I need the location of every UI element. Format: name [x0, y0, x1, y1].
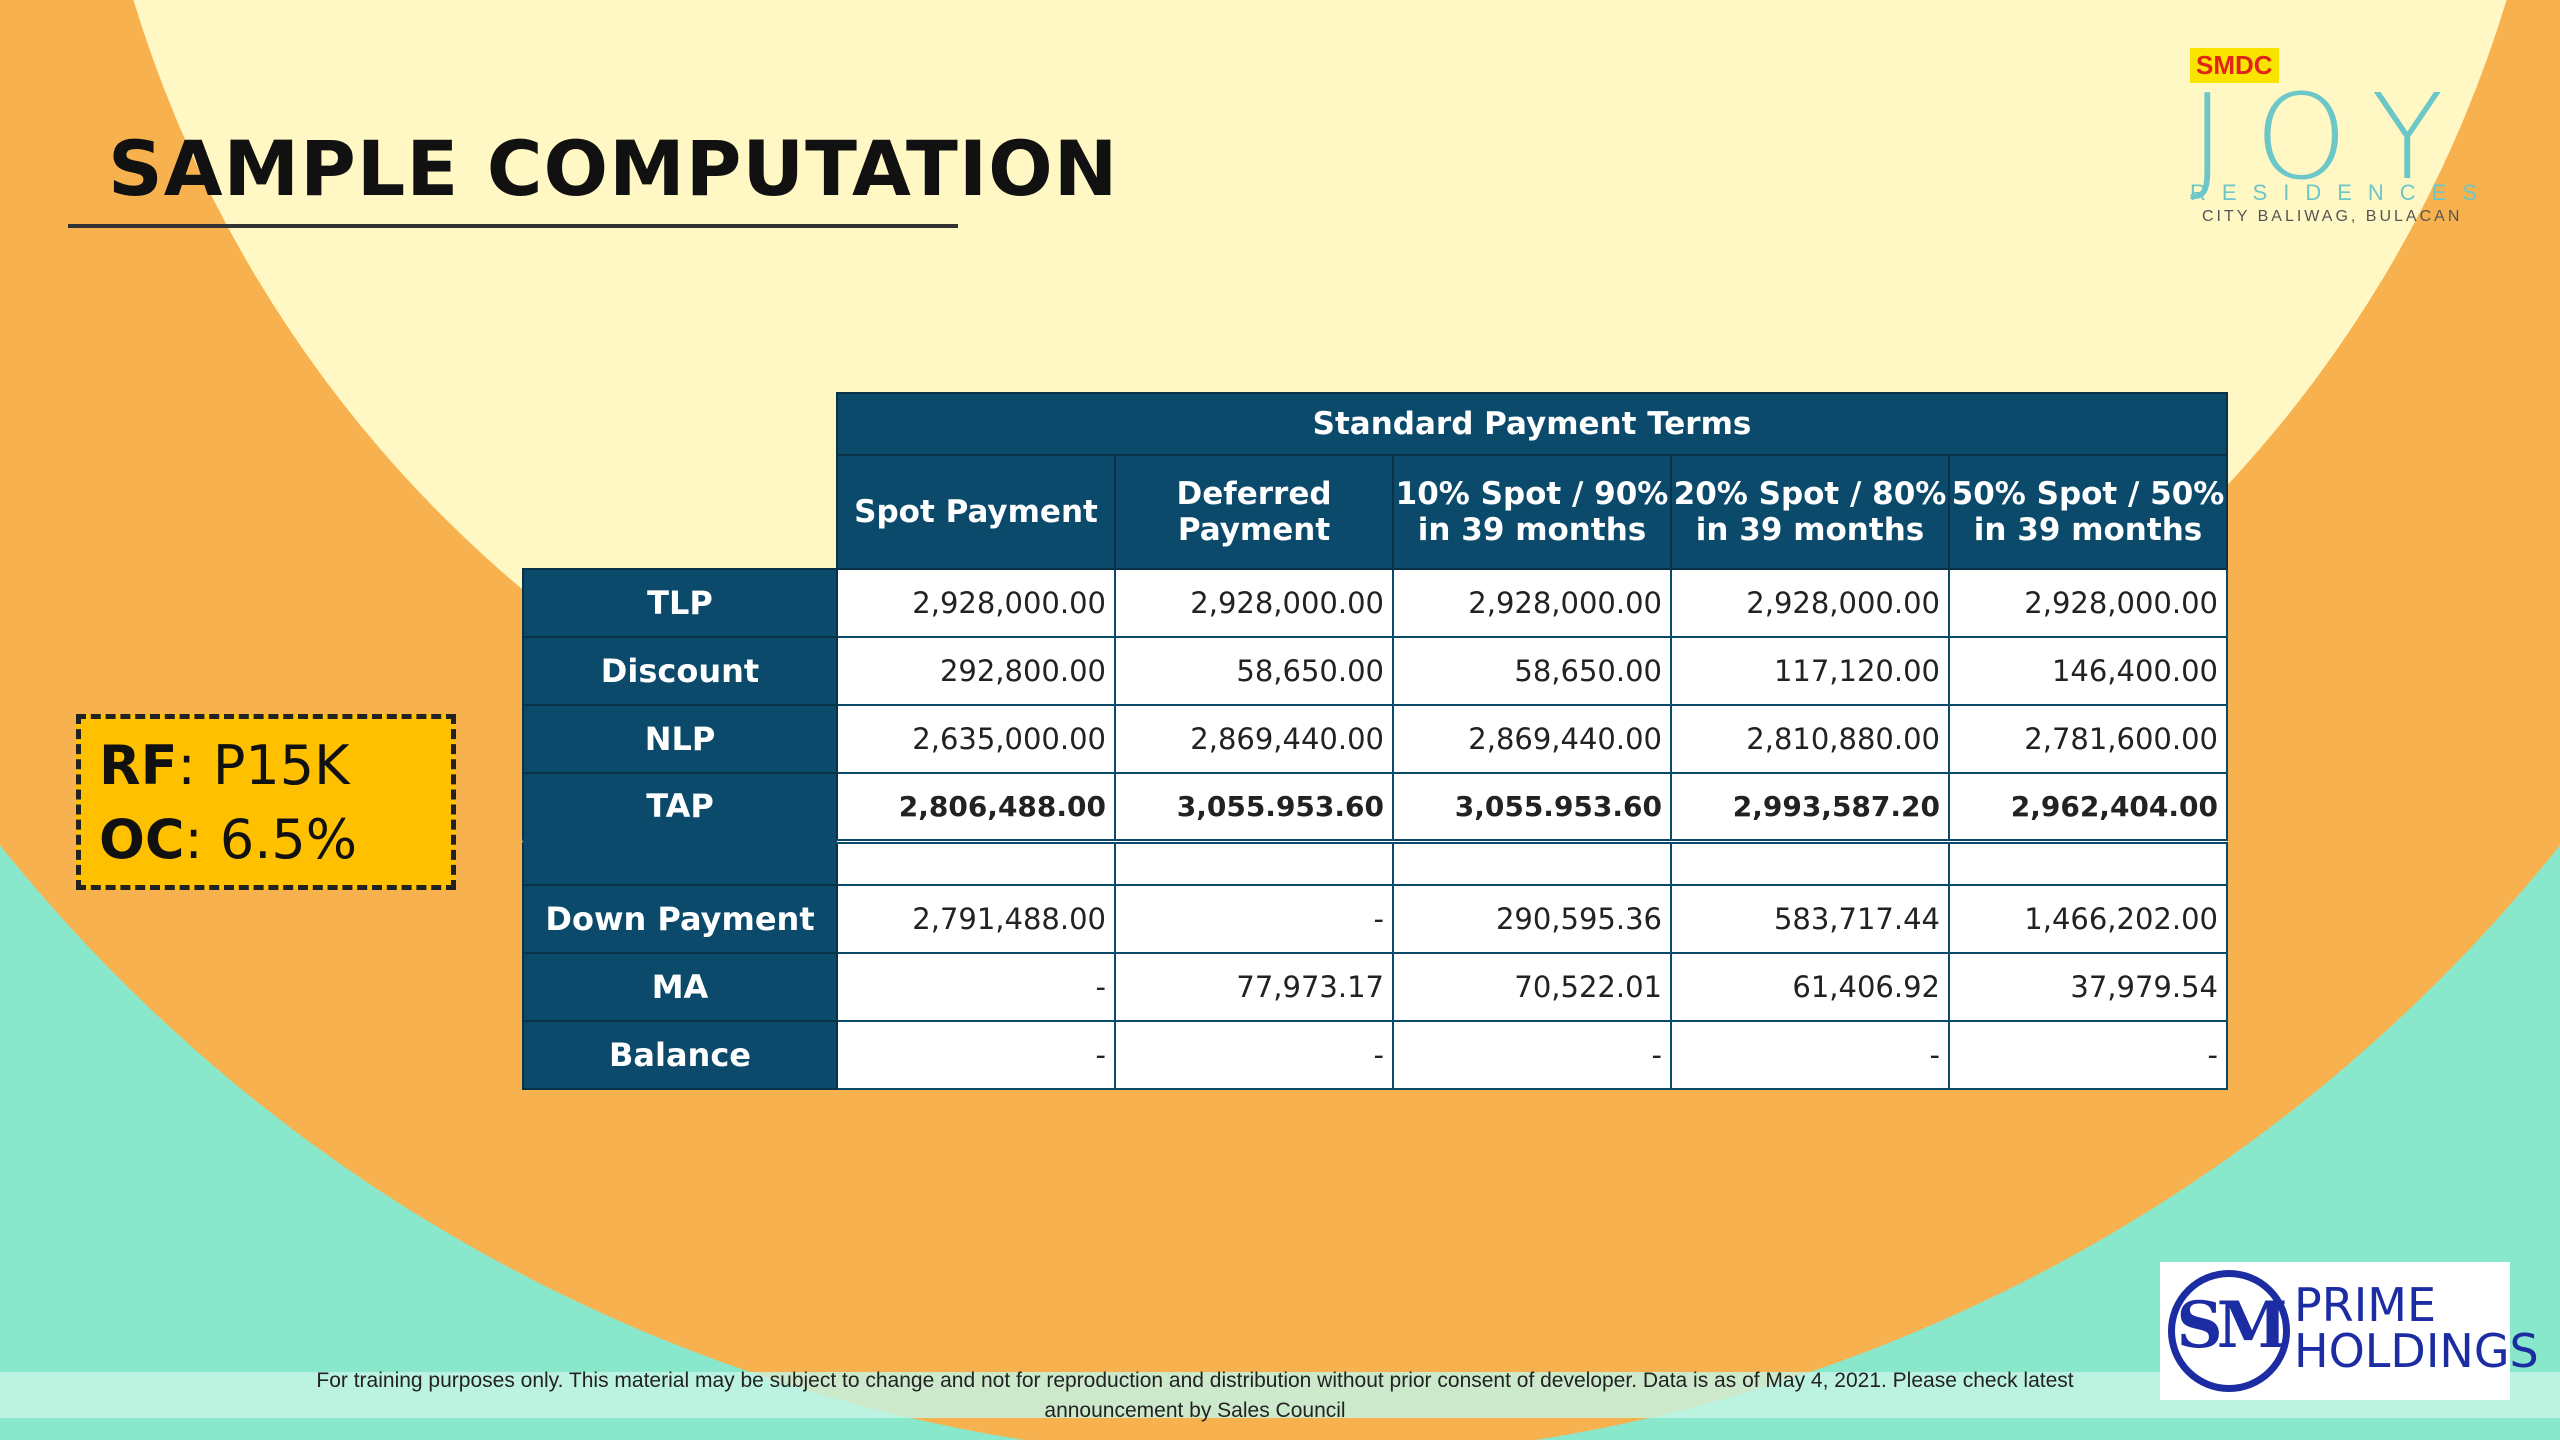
sm-prime-holdings-logo: SM PRIME HOLDINGS	[2160, 1262, 2539, 1400]
table-cell: 77,973.17	[1114, 952, 1394, 1022]
table-cell: -	[1114, 1020, 1394, 1090]
row-label: TLP	[522, 568, 838, 638]
table-cell: 2,928,000.00	[1948, 568, 2228, 638]
table-cell: -	[1670, 1020, 1950, 1090]
row-label: Balance	[522, 1020, 838, 1090]
table-row: TLP 2,928,000.00 2,928,000.00 2,928,000.…	[522, 568, 2228, 638]
logo-name: JOY	[2190, 68, 2474, 206]
group-header: Standard Payment Terms	[836, 392, 2228, 456]
table-cell: 2,928,000.00	[1670, 568, 1950, 638]
sm-logo-text: PRIME HOLDINGS	[2294, 1282, 2539, 1374]
page-title: SAMPLE COMPUTATION	[108, 124, 1119, 213]
table-cell: 70,522.01	[1392, 952, 1672, 1022]
row-label: MA	[522, 952, 838, 1022]
col-header: 50% Spot / 50% in 39 months	[1948, 454, 2228, 570]
table-cell: 58,650.00	[1392, 636, 1672, 706]
col-header: 20% Spot / 80% in 39 months	[1670, 454, 1950, 570]
spacer-row	[522, 840, 2228, 886]
table-cell: -	[836, 952, 1116, 1022]
footer-band	[0, 1372, 2560, 1418]
table-cell: 37,979.54	[1948, 952, 2228, 1022]
group-header-row: Standard Payment Terms	[523, 392, 2228, 456]
table-cell: -	[1114, 884, 1394, 954]
table-cell: -	[1948, 1020, 2228, 1090]
table-cell: 2,993,587.20	[1670, 772, 1950, 844]
table-cell: 58,650.00	[1114, 636, 1394, 706]
table-cell: 2,928,000.00	[836, 568, 1116, 638]
table-cell: 2,635,000.00	[836, 704, 1116, 774]
col-header: Spot Payment	[836, 454, 1116, 570]
table-cell: 2,928,000.00	[1392, 568, 1672, 638]
table-cell-empty	[1114, 840, 1394, 886]
table-cell: 583,717.44	[1670, 884, 1950, 954]
table-cell: 2,810,880.00	[1670, 704, 1950, 774]
rf-line: RF: P15K	[99, 729, 433, 803]
table-cell-empty	[1392, 840, 1672, 886]
sm-logo-line1: PRIME	[2294, 1278, 2437, 1332]
row-label-empty	[522, 840, 838, 886]
col-header: Deferred Payment	[1114, 454, 1394, 570]
table-cell: 117,120.00	[1670, 636, 1950, 706]
title-underline	[68, 224, 958, 228]
table-row: Discount 292,800.00 58,650.00 58,650.00 …	[522, 636, 2228, 706]
payment-terms-table: Standard Payment Terms Spot Payment Defe…	[522, 392, 2228, 1090]
table-cell: 2,806,488.00	[836, 772, 1116, 844]
table-row: Down Payment 2,791,488.00 - 290,595.36 5…	[522, 884, 2228, 954]
row-label: NLP	[522, 704, 838, 774]
table-cell: 2,781,600.00	[1948, 704, 2228, 774]
table-cell: -	[836, 1020, 1116, 1090]
sm-logo-line2: HOLDINGS	[2294, 1324, 2539, 1378]
table-cell: 3,055.953.60	[1392, 772, 1672, 844]
table-cell: 2,962,404.00	[1948, 772, 2228, 844]
joy-residences-logo: SMDC JOY RESIDENCES CITY BALIWAG, BULACA…	[2190, 48, 2490, 238]
col-header: 10% Spot / 90% in 39 months	[1392, 454, 1672, 570]
row-label: TAP	[522, 772, 838, 844]
oc-label: OC	[99, 808, 185, 871]
logo-location: CITY BALIWAG, BULACAN	[2202, 208, 2463, 225]
table-cell: 292,800.00	[836, 636, 1116, 706]
table-cell-empty	[1948, 840, 2228, 886]
table-row: NLP 2,635,000.00 2,869,440.00 2,869,440.…	[522, 704, 2228, 774]
table-cell: 2,869,440.00	[1392, 704, 1672, 774]
oc-value: : 6.5%	[184, 808, 358, 871]
table-row: TAP 2,806,488.00 3,055.953.60 3,055.953.…	[522, 772, 2228, 844]
rf-oc-box: RF: P15K OC: 6.5%	[76, 714, 456, 890]
table-cell: 2,869,440.00	[1114, 704, 1394, 774]
logo-sub: RESIDENCES	[2190, 180, 2494, 205]
table-cell: 1,466,202.00	[1948, 884, 2228, 954]
row-label: Down Payment	[522, 884, 838, 954]
disclaimer-footer: For training purposes only. This materia…	[316, 1369, 2074, 1422]
table-row: Balance - - - - -	[522, 1020, 2228, 1090]
sm-logo-circle	[2168, 1270, 2290, 1392]
table-row: MA - 77,973.17 70,522.01 61,406.92 37,97…	[522, 952, 2228, 1022]
table-cell: 61,406.92	[1670, 952, 1950, 1022]
table-cell: 3,055.953.60	[1114, 772, 1394, 844]
oc-line: OC: 6.5%	[99, 803, 433, 877]
table-cell: 2,928,000.00	[1114, 568, 1394, 638]
table-cell-empty	[1670, 840, 1950, 886]
rf-value: : P15K	[177, 734, 350, 797]
table-cell: 290,595.36	[1392, 884, 1672, 954]
sm-logo-letters: SM	[2176, 1288, 2287, 1363]
row-label: Discount	[522, 636, 838, 706]
column-header-row: Spot Payment Deferred Payment 10% Spot /…	[523, 454, 2228, 570]
table-cell-empty	[836, 840, 1116, 886]
table-cell: -	[1392, 1020, 1672, 1090]
table-cell: 2,791,488.00	[836, 884, 1116, 954]
rf-label: RF	[99, 734, 178, 797]
smdc-badge: SMDC	[2190, 48, 2279, 83]
table-cell: 146,400.00	[1948, 636, 2228, 706]
